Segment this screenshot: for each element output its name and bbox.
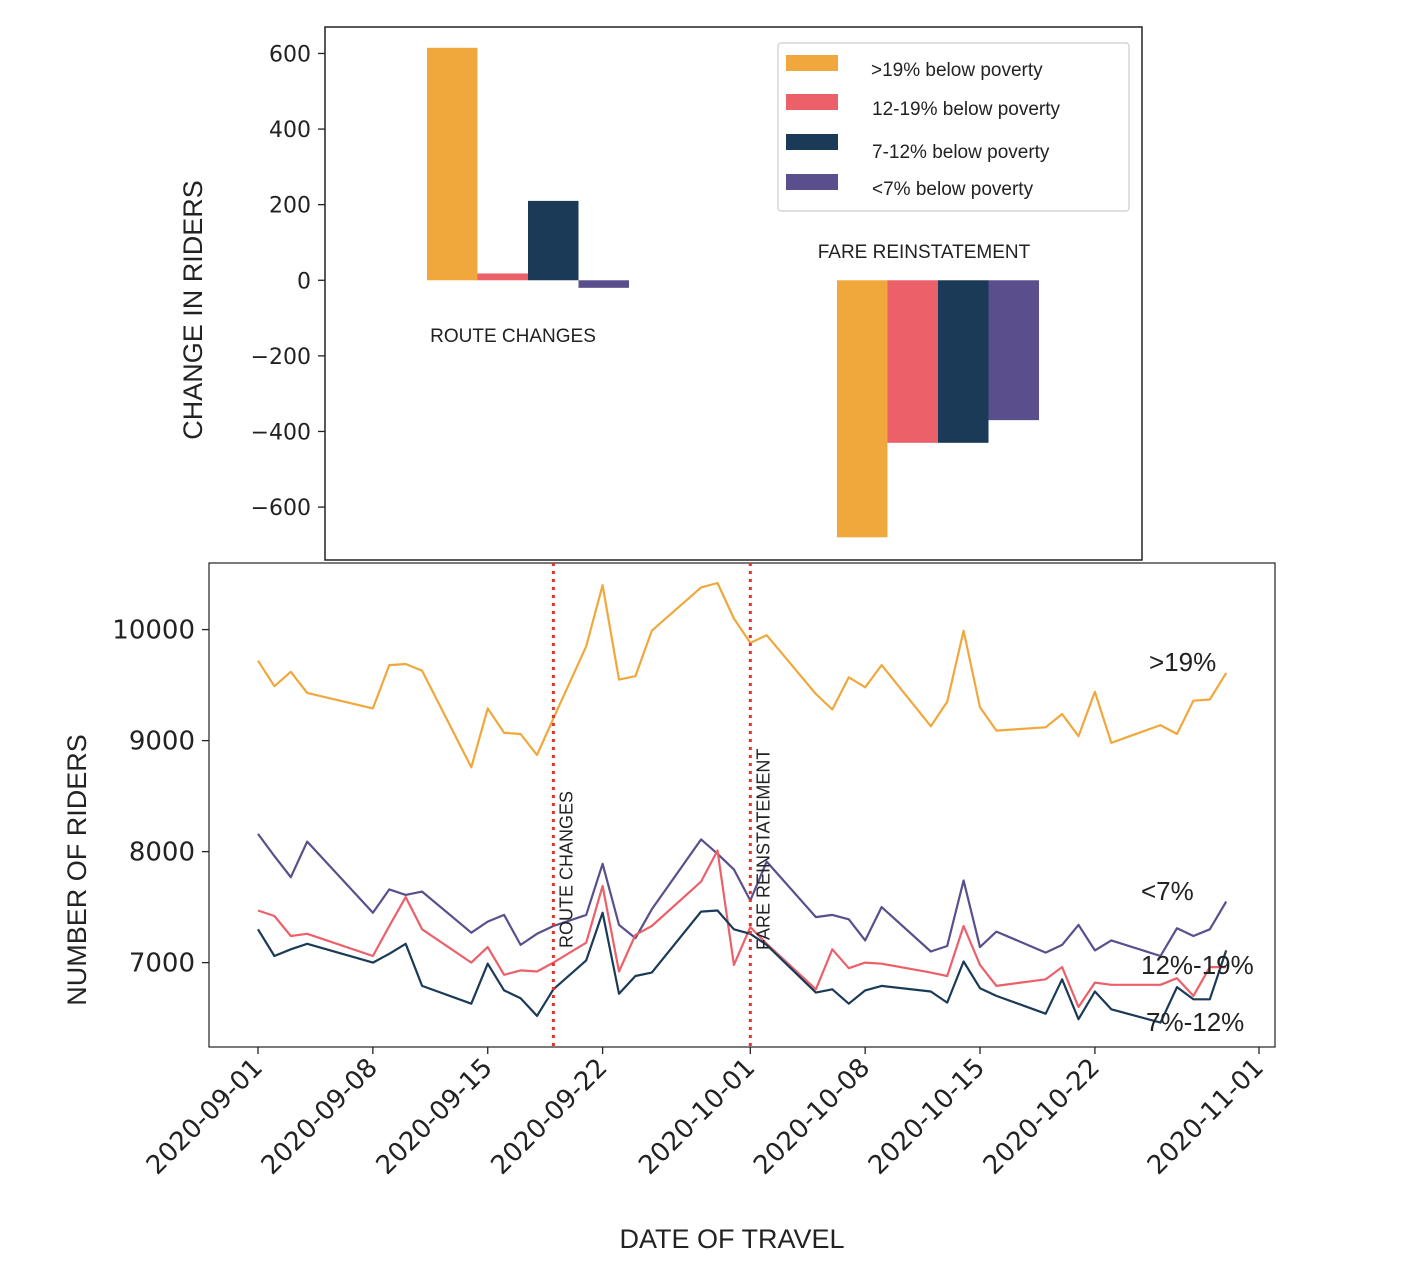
line-x-tick-label: 2020-10-01 [633,1053,761,1181]
series-line-<7% [257,833,1228,958]
event-label-0: ROUTE CHANGES [556,791,576,948]
legend-swatch-7-12 [786,134,838,150]
bar-group-label-fare-reinstatement: FARE REINSTATEMENT [818,242,1031,263]
legend-label-gt19: >19% below poverty [871,60,1043,81]
line-x-tick-label: 2020-11-01 [1142,1053,1270,1181]
legend-swatch-lt7 [786,174,838,190]
series-line-7%-12% [257,909,1228,1024]
line-x-tick-label: 2020-10-08 [748,1053,876,1181]
series-label-12-19: 12%-19% [1141,950,1254,980]
legend: >19% below poverty 12-19% below poverty … [777,42,1130,212]
event-markers: ROUTE CHANGES FARE REINSTATEMENT [551,563,773,1047]
line-chart-y-axis-label: NUMBER OF RIDERS [62,734,92,1006]
line-chart-x-axis: 2020-09-012020-09-082020-09-152020-09-22… [141,1047,1270,1181]
line-chart-y-axis: 7000 8000 9000 10000 [112,616,209,979]
legend-label-12-19: 12-19% below poverty [872,99,1060,120]
line-y-tick-label: 7000 [129,949,195,979]
line-chart-x-axis-label: DATE OF TRAVEL [619,1224,844,1254]
line-y-tick-label: 8000 [129,838,195,868]
bar-chart-y-axis-label: CHANGE IN RIDERS [178,180,208,440]
bar-y-tick-label: 400 [269,118,311,143]
line-chart: ROUTE CHANGES FARE REINSTATEMENT 7000 8000… [62,562,1276,1254]
bar-1-2 [938,280,989,443]
bar-0-2 [528,200,579,281]
bar-1-0 [837,280,888,538]
bar-1-3 [988,280,1039,421]
bar-y-tick-label: −400 [251,420,311,445]
series-line->19% [257,581,1228,769]
line-x-tick-label: 2020-10-15 [863,1053,991,1181]
bar-group-label-route-changes: ROUTE CHANGES [430,326,596,347]
line-series-container [257,581,1228,1024]
line-x-tick-label: 2020-09-08 [256,1053,384,1181]
legend-swatch-gt19 [786,55,838,71]
bar-0-3 [578,280,629,288]
legend-swatch-12-19 [786,94,838,110]
series-label-lt7: <7% [1141,876,1194,906]
line-x-tick-label: 2020-09-15 [371,1053,499,1181]
legend-label-7-12: 7-12% below poverty [872,142,1050,163]
legend-label-lt7: <7% below poverty [872,179,1034,200]
line-x-tick-label: 2020-10-22 [978,1053,1106,1181]
legend-box [777,42,1130,212]
series-label-7-12: 7%-12% [1146,1007,1244,1037]
bar-1-1 [887,280,938,443]
series-line-12%-19% [257,849,1227,1009]
bar-y-tick-label: −600 [251,496,311,521]
event-label-1: FARE REINSTATEMENT [753,749,773,950]
bar-y-tick-label: 200 [269,194,311,219]
line-y-tick-label: 9000 [129,727,195,757]
bar-chart-y-axis: 600 400 200 0 −200 −400 −600 [251,42,325,521]
line-x-tick-label: 2020-09-01 [141,1053,269,1181]
bar-0-0 [427,47,478,281]
line-chart-frame [208,562,1276,1048]
line-y-tick-label: 10000 [112,616,195,646]
bar-0-1 [477,273,528,281]
series-label-gt19: >19% [1149,647,1216,677]
bar-y-tick-label: 600 [269,42,311,67]
bar-y-tick-label: −200 [251,345,311,370]
line-x-tick-label: 2020-09-22 [485,1053,613,1181]
bar-group-container [427,47,1039,538]
bar-y-tick-label: 0 [297,269,311,294]
